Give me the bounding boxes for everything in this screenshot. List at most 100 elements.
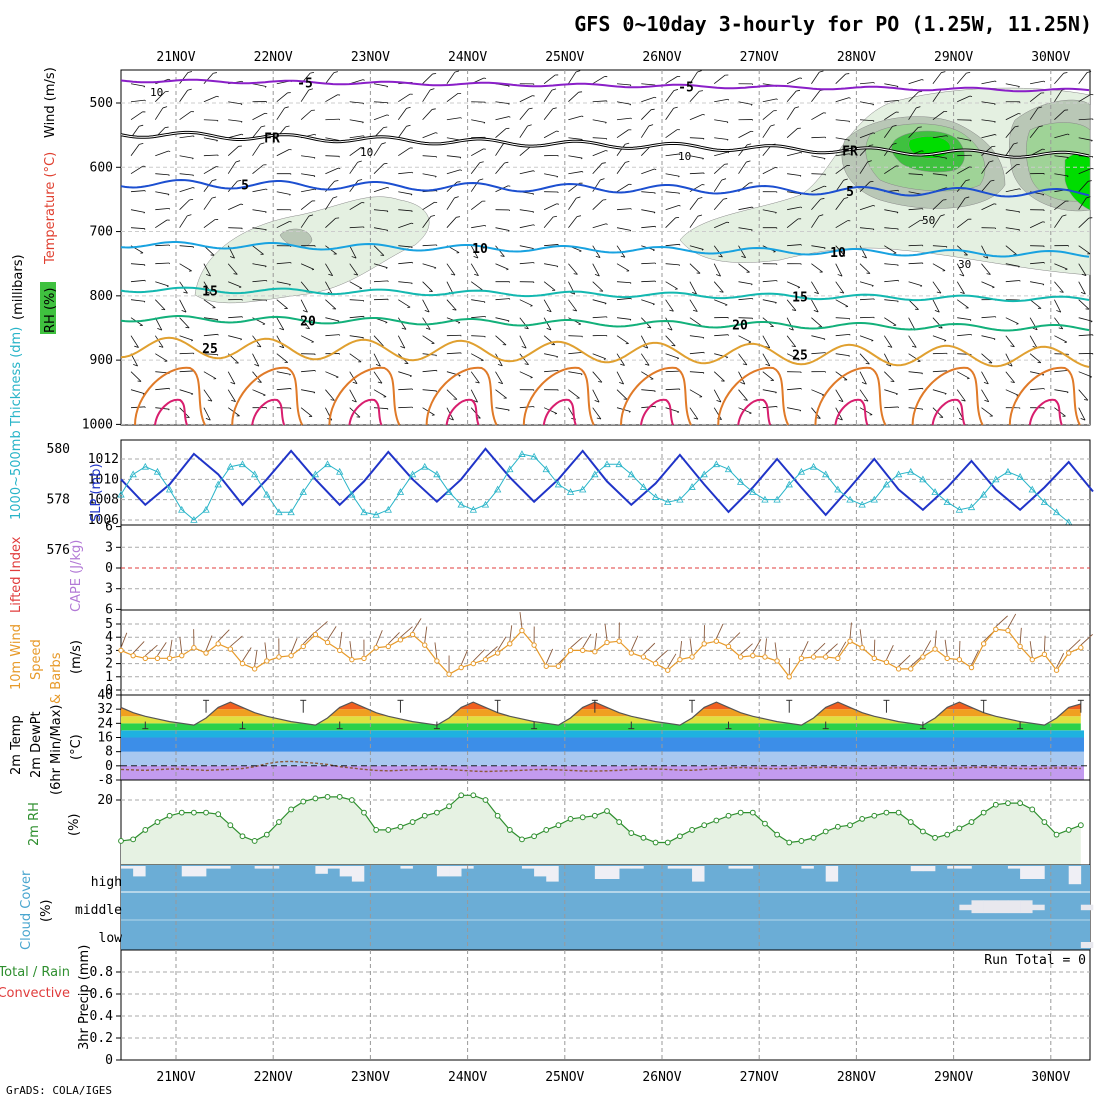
wind-barb xyxy=(883,126,893,138)
thickness-point xyxy=(736,478,745,485)
wind-barb xyxy=(1054,353,1069,355)
wind-barb xyxy=(738,101,753,105)
wind-barb-flag xyxy=(527,124,532,127)
wind-barb xyxy=(811,245,826,249)
wind-barb-flag xyxy=(581,171,584,173)
thickness-point xyxy=(992,475,1000,483)
wind-barb-flag xyxy=(506,268,509,271)
wind-barb-flag xyxy=(158,345,164,348)
temperature-band xyxy=(121,716,1081,724)
wind-barb xyxy=(470,200,483,211)
wind-barb xyxy=(300,335,314,343)
rh2m-point xyxy=(992,801,999,808)
wind-barb xyxy=(325,137,340,141)
cloud-high-gap xyxy=(728,866,741,869)
rh2m-point xyxy=(385,827,392,833)
wind10m-point xyxy=(337,647,343,654)
thickness-point xyxy=(797,467,806,475)
rh2m-point xyxy=(1077,822,1084,829)
isotherm-30-loop xyxy=(911,366,984,426)
wind-barb-flag xyxy=(1019,188,1021,190)
wind-barb xyxy=(471,148,484,157)
wind10m-barb xyxy=(387,632,400,645)
wind-barb xyxy=(544,370,559,373)
cloud-high-gap xyxy=(692,866,705,882)
wind10m-barb xyxy=(1080,633,1093,646)
wind-barb-flag xyxy=(911,345,917,348)
wind-barb xyxy=(738,298,753,301)
rh2m-point xyxy=(446,803,452,810)
wind-barb xyxy=(422,335,435,344)
wind-barb xyxy=(1078,389,1089,401)
wind-barb-flag xyxy=(643,346,648,349)
wind-barb xyxy=(252,227,267,231)
wind-barb-flag xyxy=(628,411,631,413)
wind-barb xyxy=(908,173,923,176)
isotherm-30-loop xyxy=(522,366,595,426)
wind10m-barb xyxy=(424,626,428,643)
wind-barb-flag xyxy=(353,273,358,276)
wind-barb xyxy=(349,119,364,123)
wind-barb xyxy=(252,143,261,156)
wind-barb xyxy=(495,371,504,384)
wind-barb-flag xyxy=(989,160,994,163)
wind-barb-flag xyxy=(474,273,479,277)
wind-barb xyxy=(203,317,218,320)
wind-barb-flag xyxy=(892,142,897,145)
wind10m-point xyxy=(580,647,586,654)
wind-barb-flag xyxy=(921,150,924,152)
temperature-band xyxy=(121,730,1084,738)
wind-barb xyxy=(519,170,534,175)
wind-barb xyxy=(228,227,243,229)
wind10m-barb xyxy=(375,630,383,646)
wind-barb xyxy=(689,335,704,338)
wind-barb-flag xyxy=(1059,291,1064,293)
wind-barb-flag xyxy=(1058,327,1063,330)
wind-barb xyxy=(714,299,728,306)
wind-barb xyxy=(471,315,486,319)
thickness-point xyxy=(165,485,174,493)
wind10m-barb xyxy=(971,650,979,666)
wind10m-barb xyxy=(934,630,937,647)
wind-barb xyxy=(519,299,533,307)
wind-barb xyxy=(471,299,486,303)
wind-barb xyxy=(592,150,606,157)
cloud-high-gap xyxy=(1020,866,1033,879)
rh-contour-label: 10 xyxy=(360,146,373,159)
wind-barb xyxy=(349,299,364,301)
wind-barb xyxy=(932,72,942,84)
wind-barb xyxy=(713,74,726,85)
wind-barb xyxy=(1005,143,1014,156)
thickness-point xyxy=(360,508,368,516)
wind-barb xyxy=(422,369,437,373)
wind-barb xyxy=(495,317,510,322)
wind-barb-flag xyxy=(775,302,777,304)
wind-barb xyxy=(713,179,723,192)
wind-barb xyxy=(981,371,989,385)
wind-barb xyxy=(325,155,340,157)
cloud-high-gap xyxy=(546,866,559,882)
wind-barb xyxy=(713,371,725,382)
wind-barb xyxy=(130,99,145,103)
wind-barb-flag xyxy=(654,168,657,171)
wind-barb-flag xyxy=(556,356,559,358)
wind-barb-flag xyxy=(820,198,825,200)
wind-barb-flag xyxy=(133,364,138,367)
wind-barb xyxy=(373,143,382,156)
wind-barb xyxy=(155,353,168,362)
thickness-point xyxy=(1040,498,1049,506)
wind10m-point xyxy=(482,656,489,663)
wind-barb xyxy=(689,245,704,250)
rh2m-point xyxy=(737,809,744,816)
wind-barb xyxy=(908,91,919,102)
rh2m-point xyxy=(203,809,209,816)
wind-barb xyxy=(252,389,266,396)
cloud-middle-gap xyxy=(1080,904,1094,911)
thickness-point xyxy=(627,470,635,478)
wind-barb-flag xyxy=(791,309,797,311)
wind-barb xyxy=(276,191,291,195)
wind10m-point xyxy=(701,641,707,647)
wind10m-point xyxy=(1029,656,1035,663)
rh2m-point xyxy=(907,819,914,825)
